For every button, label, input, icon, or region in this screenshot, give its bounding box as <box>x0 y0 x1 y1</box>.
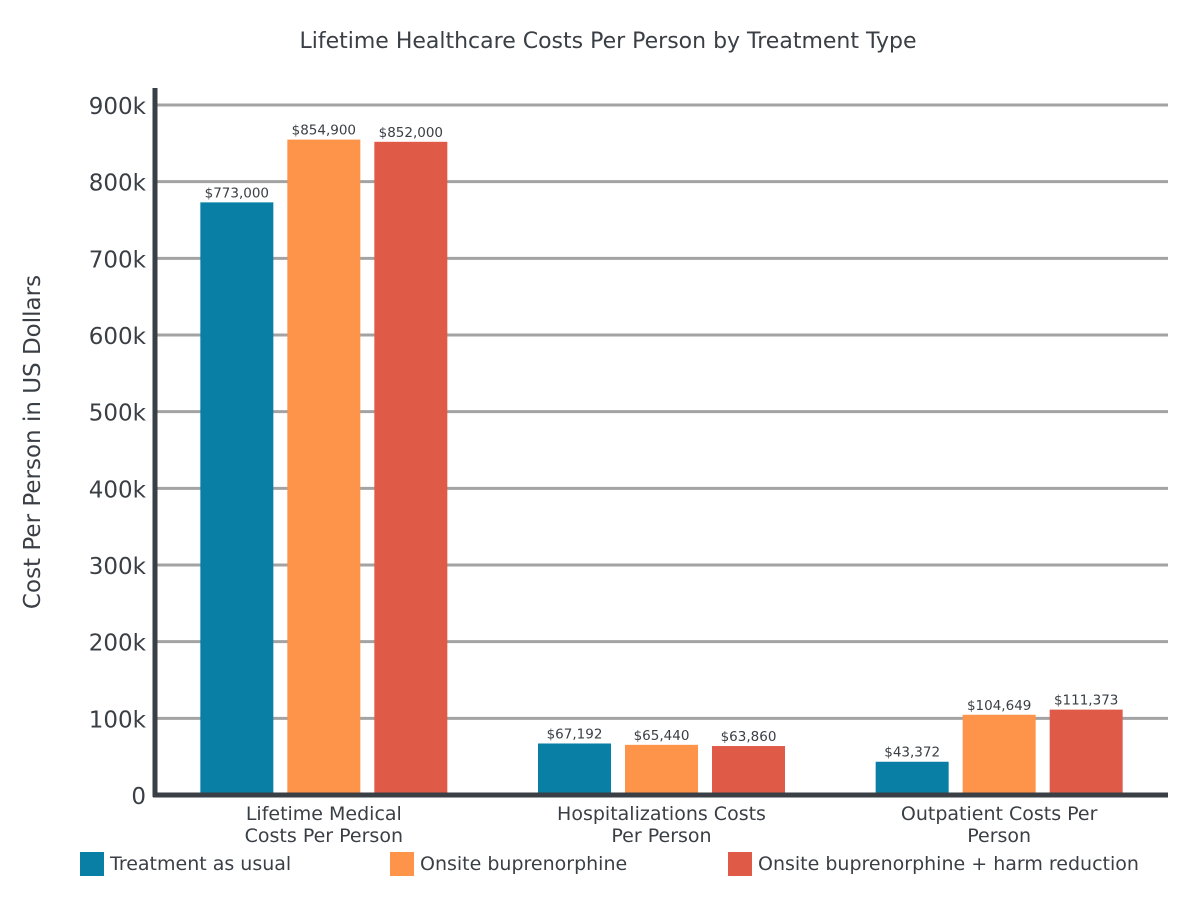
bar <box>875 761 949 795</box>
bar-value-label: $104,649 <box>967 698 1031 714</box>
y-tick-label: 700k <box>89 247 147 273</box>
x-category-label: Outpatient Costs Per Person <box>901 803 1098 847</box>
y-tick-label: 400k <box>89 477 147 503</box>
bar-value-label: $854,900 <box>292 123 356 139</box>
x-category-label: Hospitalizations Costs Per Person <box>557 803 766 847</box>
bar <box>712 746 785 795</box>
legend-label: Onsite buprenorphine <box>420 853 628 875</box>
legend-label: Onsite buprenorphine + harm reduction <box>758 853 1139 875</box>
bar <box>538 743 611 795</box>
x-axis-categories: Lifetime Medical Costs Per Person Hospital… <box>245 803 1098 847</box>
x-category-label-line: Costs Per Person <box>245 825 403 847</box>
bar-value-label: $111,373 <box>1054 693 1118 709</box>
data-labels: $773,000 $854,900 $852,000 $67,192 $65,440 $6… <box>205 123 1119 761</box>
y-tick-label: 900k <box>89 94 147 120</box>
y-tick-label: 200k <box>89 631 147 657</box>
bar-value-label: $65,440 <box>634 728 690 744</box>
y-axis-ticks: 0 100k 200k 300k 400k 500k 600k 700k 800k 900k <box>89 94 147 810</box>
x-category-label-line: Lifetime Medical <box>246 803 402 825</box>
y-tick-label: 300k <box>89 554 147 580</box>
x-category-label: Lifetime Medical Costs Per Person <box>245 803 403 847</box>
y-tick-label: 800k <box>89 171 147 197</box>
bar-value-label: $773,000 <box>205 185 269 201</box>
bar <box>200 202 274 795</box>
x-category-label-line: Per Person <box>611 825 711 847</box>
legend-swatch <box>728 852 752 876</box>
bars <box>200 139 1123 796</box>
x-category-label-line: Person <box>967 825 1031 847</box>
x-category-label-line: Hospitalizations Costs <box>557 803 766 825</box>
legend-item-onsite-buprenorphine-harm-reduction: Onsite buprenorphine + harm reduction <box>728 850 1139 878</box>
bar <box>625 744 698 795</box>
bar-value-label: $852,000 <box>379 125 443 141</box>
legend-item-onsite-buprenorphine: Onsite buprenorphine <box>390 850 627 878</box>
y-tick-label: 600k <box>89 324 147 350</box>
legend-item-treatment-as-usual: Treatment as usual <box>80 850 291 878</box>
bar-value-label: $67,192 <box>547 726 603 742</box>
bar <box>1049 709 1123 795</box>
chart-title: Lifetime Healthcare Costs Per Person by … <box>299 29 916 54</box>
legend: Treatment as usual Onsite buprenorphine … <box>80 850 1180 880</box>
bar <box>287 139 361 795</box>
legend-label: Treatment as usual <box>110 853 292 875</box>
bar <box>962 714 1036 795</box>
x-category-label-line: Outpatient Costs Per <box>901 803 1098 825</box>
legend-swatch <box>390 852 414 876</box>
y-axis-label: Cost Per Person in US Dollars <box>20 275 46 609</box>
y-tick-label: 500k <box>89 401 147 427</box>
bar-value-label: $63,860 <box>721 729 777 745</box>
axes <box>152 88 1168 798</box>
legend-swatch <box>80 852 104 876</box>
bar <box>374 141 448 796</box>
bar-value-label: $43,372 <box>884 745 940 761</box>
y-tick-label: 100k <box>89 707 147 733</box>
y-tick-label: 0 <box>131 784 146 810</box>
